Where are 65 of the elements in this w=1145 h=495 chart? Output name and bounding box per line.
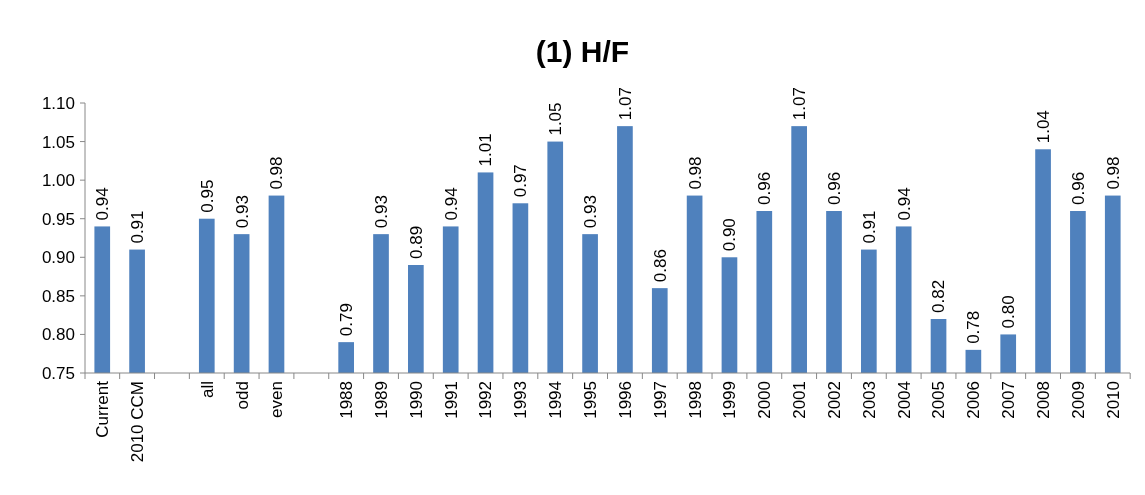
data-label: 1.07 (790, 87, 810, 121)
x-tick-label: 2007 (999, 381, 1019, 419)
y-tick-label: 1.10 (41, 93, 75, 113)
x-tick-label: 1989 (371, 381, 391, 419)
chart-title: (1) H/F (535, 35, 630, 68)
data-label: 0.98 (267, 156, 287, 190)
x-tick-label: 2001 (790, 381, 810, 419)
data-label: 0.90 (720, 218, 740, 252)
x-tick-label: 2005 (929, 381, 949, 419)
x-tick-label: 2010 (1103, 381, 1123, 419)
x-tick-label: 1997 (650, 381, 670, 419)
x-tick-label: all (197, 381, 217, 399)
x-tick-label: 1998 (685, 381, 705, 419)
x-tick-label: 2004 (894, 381, 914, 419)
data-label: 1.07 (615, 87, 635, 121)
y-tick-label: 0.95 (41, 209, 75, 229)
data-label: 0.96 (1068, 171, 1088, 205)
x-tick-label: odd (232, 381, 252, 410)
x-tick-label: 1990 (406, 381, 426, 419)
x-tick-label: 1992 (476, 381, 496, 419)
data-label: 0.89 (406, 225, 426, 259)
data-label: 0.91 (128, 210, 148, 244)
x-tick-label: even (267, 381, 287, 418)
y-tick-label: 0.80 (41, 325, 75, 345)
x-tick-label: 2008 (1034, 381, 1054, 419)
data-label: 1.04 (1034, 110, 1054, 144)
x-tick-label: Current (93, 380, 113, 438)
y-tick-label: 0.90 (41, 248, 75, 268)
data-label: 0.78 (964, 310, 984, 344)
x-tick-label: 1995 (581, 381, 601, 419)
x-tick-label: 2002 (824, 381, 844, 419)
data-label: 0.82 (929, 279, 949, 313)
x-tick-label: 2000 (755, 381, 775, 419)
data-label: 0.94 (894, 187, 914, 221)
y-tick-label: 0.85 (41, 286, 75, 306)
data-label: 0.93 (581, 195, 601, 229)
y-tick-label: 1.00 (41, 171, 75, 191)
data-label: 0.98 (1103, 156, 1123, 190)
x-tick-label: 1991 (441, 381, 461, 419)
data-label: 0.91 (859, 210, 879, 244)
x-tick-label: 1999 (720, 381, 740, 419)
data-label: 0.93 (232, 195, 252, 229)
data-label: 0.98 (685, 156, 705, 190)
data-label: 1.01 (476, 133, 496, 167)
x-tick-label: 1993 (511, 381, 531, 419)
data-label: 0.93 (371, 195, 391, 229)
x-tick-label: 1996 (615, 381, 635, 419)
x-tick-label: 2010 CCM (128, 381, 148, 463)
data-label: 0.94 (93, 187, 113, 221)
data-label: 0.86 (650, 249, 670, 283)
data-label: 0.96 (824, 171, 844, 205)
data-label: 0.96 (755, 171, 775, 205)
y-tick-label: 1.05 (41, 132, 75, 152)
x-tick-label: 1988 (337, 381, 357, 419)
x-tick-label: 2006 (964, 381, 984, 419)
data-label: 0.95 (197, 179, 217, 213)
y-tick-label: 0.75 (41, 363, 75, 383)
x-tick-label: 2009 (1068, 381, 1088, 419)
data-label: 1.05 (546, 102, 566, 136)
x-tick-label: 2003 (859, 381, 879, 419)
data-label: 0.94 (441, 187, 461, 221)
data-label: 0.79 (337, 303, 357, 337)
data-label: 0.80 (999, 295, 1019, 329)
data-label: 0.97 (511, 164, 531, 198)
x-tick-label: 1994 (546, 381, 566, 419)
